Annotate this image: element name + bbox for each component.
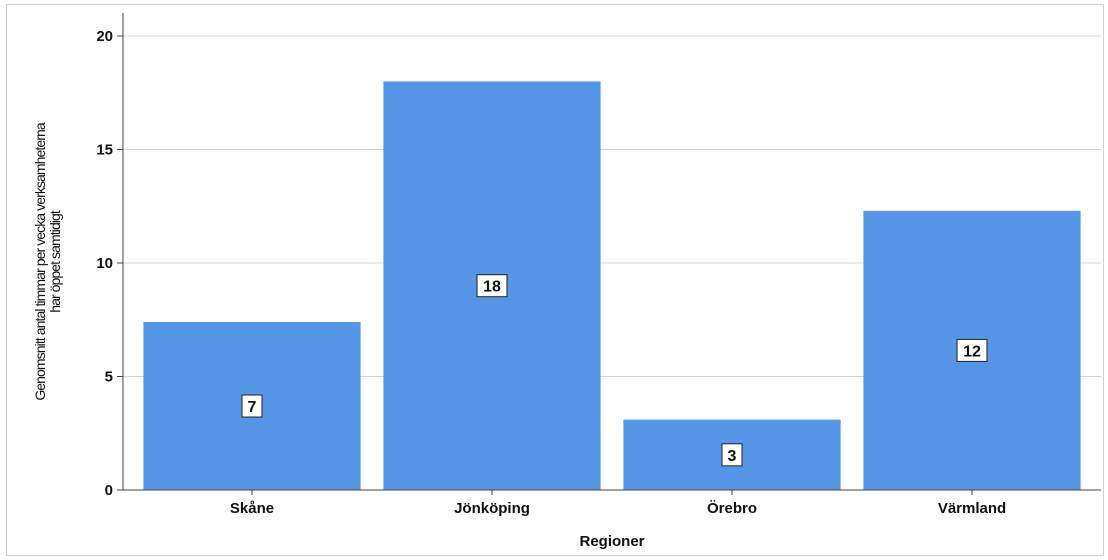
data-label: 7	[248, 399, 257, 416]
bar-chart: 7 18 3 12 0 5 10 15 20 Skåne Jönköping Örebro Värml…	[32, 13, 1101, 550]
data-label: 18	[483, 279, 501, 296]
x-tick-label: Örebro	[707, 500, 757, 517]
y-tick-label: 15	[96, 142, 113, 159]
y-tick-label: 0	[105, 482, 113, 499]
data-label-box	[241, 394, 263, 418]
bars: 7 18 3 12	[143, 81, 1081, 491]
x-tick-label: Jönköping	[454, 500, 530, 517]
y-axis-title-line: har öppet samtidigt	[47, 210, 63, 313]
data-label-box	[956, 338, 988, 362]
chart-frame: 7 18 3 12 0 5 10 15 20 Skåne Jönköping Örebro Värml…	[6, 4, 1104, 556]
data-label: 3	[728, 448, 737, 465]
data-label-box	[476, 274, 508, 298]
y-tick-label: 20	[96, 28, 113, 45]
data-label-box	[721, 443, 743, 467]
axes: 0 5 10 15 20 Skåne Jönköping Örebro Värmland	[96, 13, 1101, 517]
x-tick-label: Skåne	[230, 500, 274, 517]
y-tick-label: 5	[105, 369, 113, 386]
y-axis-title: Genomsnitt antal timmar per vecka verksa…	[32, 122, 63, 401]
x-tick-label: Värmland	[938, 500, 1006, 517]
data-label: 12	[963, 343, 981, 360]
x-axis-title: Regioner	[579, 533, 644, 550]
y-tick-label: 10	[96, 255, 113, 272]
y-axis-title-line: Genomsnitt antal timmar per vecka verksa…	[32, 122, 48, 401]
